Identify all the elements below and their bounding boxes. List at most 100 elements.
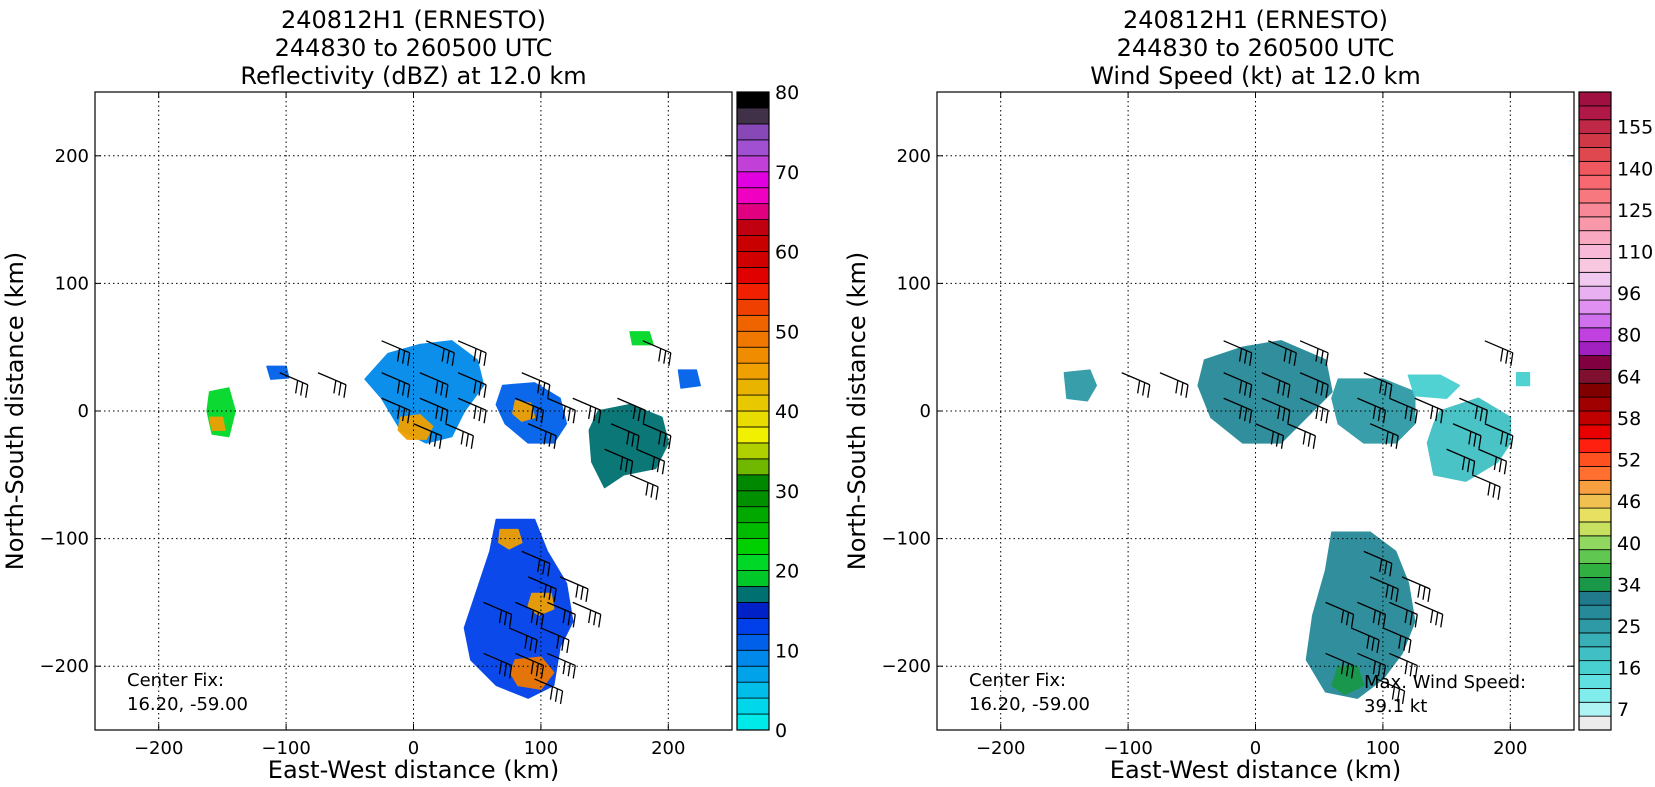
colorbar-segment <box>736 235 770 252</box>
colorbar-tick-label: 7 <box>1617 699 1629 721</box>
x-axis-label: East-West distance (km) <box>1110 756 1401 784</box>
wind-barb <box>1484 423 1514 449</box>
wind-barb <box>1325 652 1355 679</box>
echo-region <box>527 592 555 616</box>
chart-title-line-3: Wind Speed (kt) at 12.0 km <box>1090 62 1421 90</box>
chart-title-line-2: 244830 to 260500 UTC <box>1117 34 1395 62</box>
colorbar-segment <box>1578 590 1612 606</box>
wind-barb <box>527 423 557 449</box>
wind-barb <box>483 601 513 628</box>
colorbar-segment <box>1578 133 1612 148</box>
wind-barb <box>604 448 634 475</box>
colorbar-tick-label: 40 <box>1617 533 1641 555</box>
colorbar-tick-label: 80 <box>775 82 799 104</box>
panel-1: 240812H1 (ERNESTO)244830 to 260500 UTCRe… <box>1 6 799 784</box>
wind-barb <box>425 340 455 366</box>
colorbar-tick-label: 64 <box>1617 366 1641 388</box>
colorbar-tick-label: 50 <box>775 321 799 343</box>
wind-barb <box>629 474 659 500</box>
colorbar-segment <box>1578 577 1612 592</box>
colorbar-tick-label: 140 <box>1617 158 1653 180</box>
wind-barb <box>457 372 487 398</box>
colorbar-segment <box>736 426 770 444</box>
colorbar-segment <box>736 330 770 348</box>
echo-region <box>1197 340 1333 444</box>
colorbar-segment <box>1578 341 1612 356</box>
colorbar-segment <box>736 649 770 667</box>
colorbar-segment <box>736 282 770 300</box>
colorbar-tick-label: 10 <box>775 640 799 662</box>
wind-barb <box>1350 627 1380 654</box>
colorbar-segment <box>1578 646 1612 662</box>
colorbar-segment <box>1578 382 1612 398</box>
center-fix-value: 16.20, -59.00 <box>127 694 248 715</box>
wind-barb <box>1446 448 1476 475</box>
colorbar-tick-label: 58 <box>1617 408 1641 430</box>
wind-barb <box>1478 448 1508 475</box>
colorbar-segment <box>736 554 770 571</box>
colorbar-segment <box>1578 452 1612 467</box>
colorbar-segment <box>1578 160 1612 176</box>
y-tick-label: 100 <box>55 273 89 294</box>
y-tick-label: −100 <box>882 529 931 550</box>
echo-region <box>266 365 290 380</box>
colorbar-segment <box>1578 410 1612 426</box>
max-wind-value: 39.1 kt <box>1364 696 1427 717</box>
wind-barb <box>381 340 411 366</box>
wind-barb <box>559 576 589 602</box>
wind-barb <box>636 448 666 475</box>
colorbar-tick-label: 60 <box>775 242 799 264</box>
colorbar-segment <box>736 346 770 364</box>
x-tick-label: −100 <box>261 738 310 759</box>
wind-barb <box>413 423 443 449</box>
colorbar-segment <box>1578 674 1612 689</box>
wind-barb <box>547 397 576 424</box>
colorbar-segment <box>1578 549 1612 564</box>
x-tick-label: 100 <box>524 738 558 759</box>
colorbar-segment <box>736 123 770 141</box>
colorbar-tick-label: 52 <box>1617 450 1641 472</box>
colorbar-segment <box>1578 119 1612 135</box>
colorbar-tick-label: 125 <box>1617 200 1653 222</box>
colorbar-segment <box>1578 618 1612 634</box>
wind-barb <box>515 397 545 424</box>
colorbar-segment <box>736 633 770 651</box>
echo-region <box>629 331 654 346</box>
chart-title-line-3: Reflectivity (dBZ) at 12.0 km <box>240 62 586 90</box>
y-tick-label: 200 <box>897 146 931 167</box>
colorbar-segment <box>1578 368 1612 384</box>
colorbar-segment <box>1578 493 1612 509</box>
colorbar-segment <box>736 602 770 619</box>
echo-region <box>677 369 701 389</box>
colorbar-tick-label: 25 <box>1617 616 1641 638</box>
wind-barb <box>572 397 602 424</box>
wind-barb <box>381 372 411 398</box>
x-axis-label: East-West distance (km) <box>268 756 559 784</box>
wind-barb <box>1484 340 1514 366</box>
colorbar-segment <box>736 267 770 284</box>
wind-barb <box>419 397 449 424</box>
y-tick-label: −200 <box>882 656 931 677</box>
echo-region <box>1331 665 1365 696</box>
colorbar: 7 16 25 34 40 46 52 58 64 80 96 110 125 140 155 <box>1578 91 1653 731</box>
y-tick-label: 0 <box>78 401 89 422</box>
wind-barb <box>1121 372 1151 398</box>
colorbar-segment <box>1578 424 1612 440</box>
colorbar-segment <box>1578 715 1612 731</box>
x-tick-label: 100 <box>1366 738 1400 759</box>
wind-barb <box>1452 423 1482 449</box>
wind-barb <box>1389 652 1418 679</box>
echo-region <box>1331 378 1416 444</box>
colorbar-segment <box>736 458 770 476</box>
wind-barb <box>1357 601 1387 628</box>
colorbar-segment <box>736 665 770 683</box>
colorbar-segment <box>736 219 770 236</box>
colorbar-tick-label: 70 <box>775 162 799 184</box>
wind-barb <box>1369 423 1399 449</box>
wind-barb <box>1357 397 1387 424</box>
colorbar-tick-label: 0 <box>775 720 787 742</box>
colorbar-segment <box>1578 687 1612 703</box>
wind-barb <box>1223 397 1253 424</box>
colorbar-segment <box>736 91 770 109</box>
chart-title-line-1: 240812H1 (ERNESTO) <box>1123 6 1388 34</box>
